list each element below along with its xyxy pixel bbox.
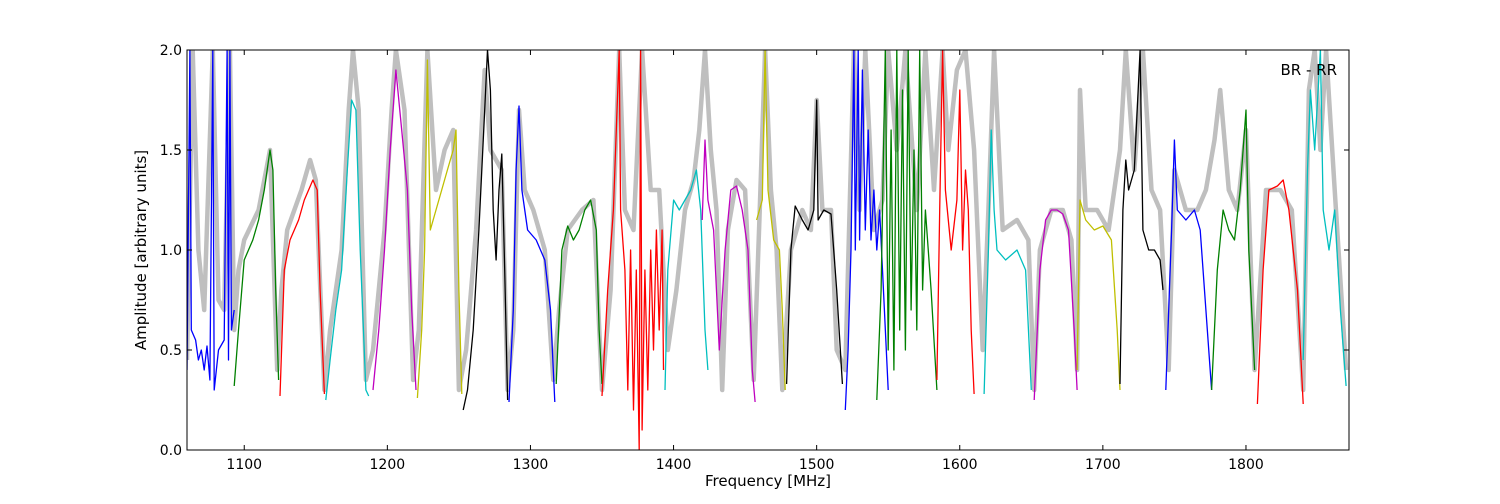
- y-tick-label-4: 2.0: [160, 43, 182, 59]
- x-tick-label-1700: 1700: [1085, 457, 1121, 473]
- series-line-3: [325, 99, 370, 401]
- series-line-12: [755, 50, 786, 391]
- x-tick-label-1500: 1500: [799, 457, 835, 473]
- series-line-4: [372, 69, 417, 391]
- y-tick-label-3: 1.5: [160, 143, 182, 159]
- x-tick-label-1100: 1100: [226, 457, 262, 473]
- y-tick-label-1: 0.5: [160, 343, 182, 359]
- x-axis-label: Frequency [MHz]: [705, 472, 831, 490]
- series-line-14: [844, 50, 889, 411]
- series-line-19: [1076, 199, 1121, 391]
- x-tick-label-1600: 1600: [942, 457, 978, 473]
- series-line-6: [462, 50, 509, 411]
- x-tick-label-1300: 1300: [513, 457, 549, 473]
- series-line-8: [555, 199, 603, 385]
- y-tick-label-0: 0.0: [160, 443, 182, 459]
- series-line-5: [416, 59, 463, 399]
- series-line-17: [983, 129, 1032, 395]
- series-line-22: [1210, 109, 1256, 391]
- series-line-1: [233, 149, 280, 387]
- background-trace: [187, 50, 1349, 393]
- series-line-0: [187, 50, 235, 391]
- x-tick-label-1400: 1400: [656, 457, 692, 473]
- series-line-16: [936, 50, 975, 395]
- series-line-2: [279, 179, 326, 397]
- series-line-23: [1256, 179, 1304, 405]
- x-tick-label-1200: 1200: [370, 457, 406, 473]
- series-line-10: [664, 169, 709, 391]
- series-line-11: [701, 139, 756, 403]
- x-axis: 1100 1200 1300 1400 1500 1600 1700 1800: [226, 50, 1264, 473]
- y-axis: 0.0 0.5 1.0 1.5 2.0: [160, 43, 1349, 459]
- panel-annotation: BR - RR: [1280, 61, 1337, 79]
- series-line-13: [785, 99, 844, 385]
- y-tick-label-2: 1.0: [160, 243, 182, 259]
- x-tick-label-1800: 1800: [1228, 457, 1264, 473]
- series-line-20: [1119, 50, 1164, 385]
- plot-area: [187, 50, 1349, 450]
- series-line-9: [601, 50, 665, 450]
- series-line-15: [876, 50, 938, 401]
- series-line-21: [1165, 139, 1213, 391]
- series-line-7: [508, 105, 556, 403]
- series-line-24: [1302, 50, 1347, 387]
- series-line-18: [1033, 209, 1078, 401]
- y-axis-label: Amplitude [arbitrary units]: [132, 150, 150, 350]
